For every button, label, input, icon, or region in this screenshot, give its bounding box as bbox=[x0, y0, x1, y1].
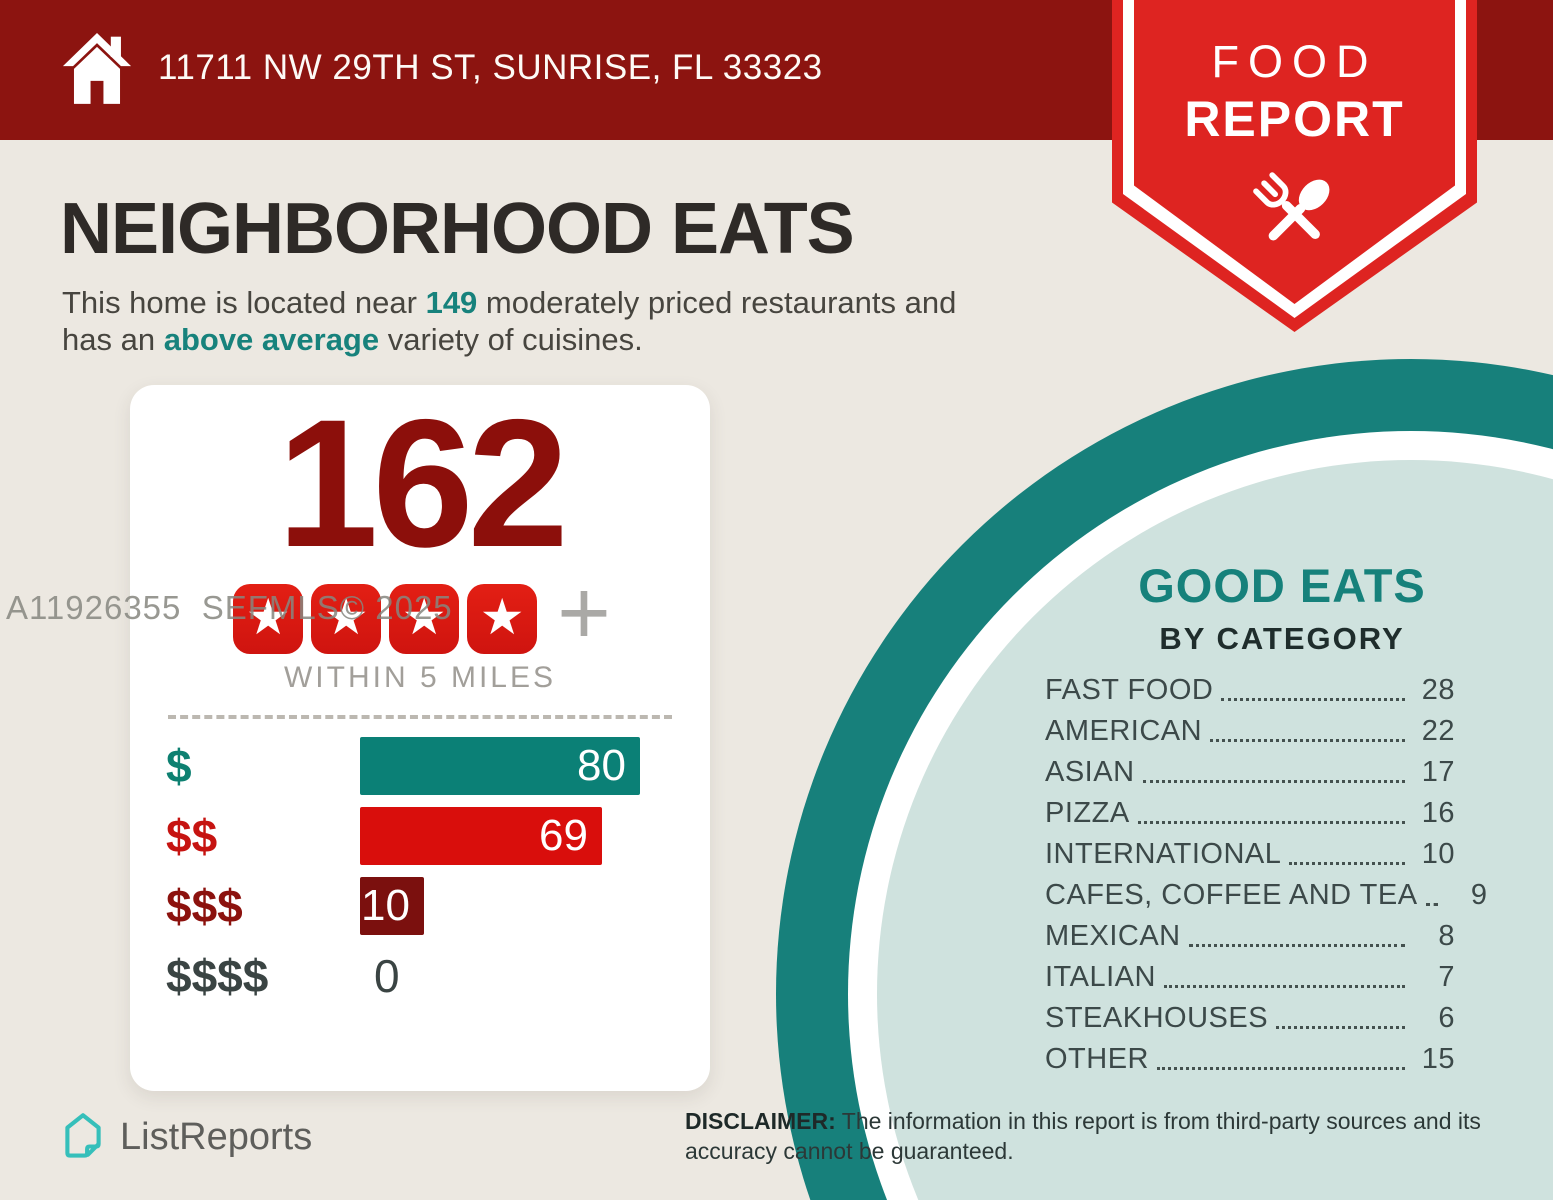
bar-fill: 69 bbox=[360, 807, 602, 865]
price-tier-row: $$ 69 bbox=[130, 807, 710, 865]
bar-track: 69 bbox=[360, 807, 670, 865]
star-icon: ★ bbox=[311, 584, 382, 654]
price-tier-row: $$$ 10 bbox=[130, 877, 710, 935]
bar-track: 80 bbox=[360, 737, 670, 795]
mls-watermark: A11926355 SEFMLS© 2025 bbox=[6, 589, 453, 626]
category-row: INTERNATIONAL 10 bbox=[1045, 836, 1455, 877]
disclaimer-label: DISCLAIMER: bbox=[685, 1108, 836, 1134]
category-row: CAFES, COFFEE AND TEA 9 bbox=[1045, 877, 1487, 918]
price-tier-bar-chart: $80 $$ 69 $$$ 10 $$$$ 0 bbox=[130, 737, 710, 1005]
bar-track: 0 bbox=[360, 947, 670, 1005]
category-label: AMERICAN bbox=[1045, 715, 1203, 747]
price-tier-label: $$$ bbox=[166, 880, 243, 932]
subtitle-text: has an bbox=[62, 322, 164, 357]
listreports-house-icon bbox=[60, 1110, 106, 1165]
subtitle-text: variety of cuisines. bbox=[379, 322, 643, 357]
category-label: FAST FOOD bbox=[1045, 674, 1214, 706]
category-row: OTHER 15 bbox=[1045, 1041, 1455, 1082]
price-tier-row: $$$$ 0 bbox=[130, 947, 710, 1005]
category-row: PIZZA 16 bbox=[1045, 795, 1455, 836]
star-icon: ★ bbox=[233, 584, 304, 654]
radius-label: WITHIN 5 MILES bbox=[283, 661, 557, 694]
dotted-leader bbox=[1188, 944, 1405, 947]
category-count: 6 bbox=[1438, 1002, 1455, 1034]
dotted-leader bbox=[1221, 698, 1405, 701]
disclaimer-text-line1: The information in this report is from t… bbox=[841, 1108, 1481, 1134]
dotted-leader bbox=[1137, 821, 1405, 824]
category-row: ASIAN 17 bbox=[1045, 754, 1455, 795]
category-row: AMERICAN 22 bbox=[1045, 713, 1455, 754]
star-glyph: ★ bbox=[323, 589, 369, 645]
price-tier-label: $$ bbox=[166, 810, 218, 862]
subtitle: This home is located near 149 moderately… bbox=[62, 284, 956, 358]
dotted-leader bbox=[1210, 739, 1405, 742]
category-row: FAST FOOD 28 bbox=[1045, 672, 1455, 713]
bar-fill: 80 bbox=[360, 737, 640, 795]
category-count: 15 bbox=[1421, 1043, 1455, 1075]
dotted-leader bbox=[1157, 1067, 1405, 1070]
category-row: ITALIAN 7 bbox=[1045, 959, 1455, 1000]
price-tier-row: $80 bbox=[130, 737, 710, 795]
property-address: 11711 NW 29TH ST, SUNRISE, FL 33323 bbox=[158, 48, 823, 87]
dotted-leader bbox=[1163, 985, 1405, 988]
category-count: 7 bbox=[1438, 961, 1455, 993]
category-count: 22 bbox=[1421, 715, 1455, 747]
category-count: 8 bbox=[1438, 920, 1455, 952]
category-label: PIZZA bbox=[1045, 797, 1130, 829]
star-icon: ★ bbox=[389, 584, 460, 654]
star-icon: ★ bbox=[467, 584, 538, 654]
total-restaurants-value: 162 bbox=[277, 381, 569, 585]
category-count: 17 bbox=[1421, 756, 1455, 788]
good-eats-heading: GOOD EATS BY CATEGORY bbox=[1032, 558, 1532, 657]
bar-zero-value: 0 bbox=[374, 950, 400, 1002]
star-glyph: ★ bbox=[401, 589, 447, 645]
category-row: STEAKHOUSES 6 bbox=[1045, 1000, 1455, 1041]
dotted-leader bbox=[1289, 862, 1405, 865]
category-label: MEXICAN bbox=[1045, 920, 1181, 952]
category-label: INTERNATIONAL bbox=[1045, 838, 1282, 870]
star-glyph: ★ bbox=[245, 589, 291, 645]
listreports-logo: ListReports bbox=[60, 1110, 312, 1165]
disclaimer-text-line2: accuracy cannot be guaranteed. bbox=[685, 1138, 1014, 1164]
subtitle-text: moderately priced restaurants and bbox=[477, 285, 957, 320]
category-label: CAFES, COFFEE AND TEA bbox=[1045, 879, 1418, 911]
star-rating: ★ ★ ★ ★ + bbox=[130, 567, 710, 659]
plus-sign: + bbox=[557, 562, 611, 664]
category-count: 9 bbox=[1470, 879, 1488, 911]
dotted-leader bbox=[1276, 1026, 1405, 1029]
category-label: STEAKHOUSES bbox=[1045, 1002, 1269, 1034]
category-label: ITALIAN bbox=[1045, 961, 1156, 993]
badge-title-line1: FOOD bbox=[1211, 36, 1378, 87]
crossed-spoon-fork-icon bbox=[1112, 160, 1477, 269]
category-count: 28 bbox=[1421, 674, 1455, 706]
dashed-divider bbox=[168, 715, 672, 719]
brand-name: ListReports bbox=[120, 1116, 313, 1158]
category-label: OTHER bbox=[1045, 1043, 1149, 1075]
good-eats-title: GOOD EATS bbox=[1138, 559, 1426, 612]
star-glyph: ★ bbox=[479, 589, 525, 645]
bar-track: 10 bbox=[360, 877, 670, 935]
category-label: ASIAN bbox=[1045, 756, 1135, 788]
category-count: 16 bbox=[1421, 797, 1455, 829]
restaurant-count-highlight: 149 bbox=[425, 285, 478, 320]
category-row: MEXICAN 8 bbox=[1045, 918, 1455, 959]
food-report-badge: FOOD REPORT bbox=[1112, 0, 1477, 332]
dotted-leader bbox=[1142, 780, 1405, 783]
dotted-leader bbox=[1425, 903, 1438, 906]
category-list: FAST FOOD 28 AMERICAN 22 ASIAN 17 PIZZA 16 INTER… bbox=[1045, 672, 1487, 1082]
home-icon bbox=[62, 31, 132, 110]
restaurant-count-card: 162 ★ ★ ★ ★ + WITHIN 5 MILES $80 $$ 69 $$$ 10 $$$… bbox=[130, 385, 710, 1091]
bar-fill: 10 bbox=[360, 877, 424, 935]
good-eats-subtitle: BY CATEGORY bbox=[1159, 621, 1405, 656]
price-tier-label: $$$$ bbox=[166, 950, 269, 1002]
badge-title-line2: REPORT bbox=[1184, 91, 1405, 147]
variety-highlight: above average bbox=[163, 322, 380, 357]
category-count: 10 bbox=[1421, 838, 1455, 870]
disclaimer: DISCLAIMER: The information in this repo… bbox=[685, 1106, 1530, 1166]
page-title: NEIGHBORHOOD EATS bbox=[60, 189, 855, 269]
price-tier-label: $ bbox=[166, 740, 192, 792]
subtitle-text: This home is located near bbox=[62, 285, 426, 320]
